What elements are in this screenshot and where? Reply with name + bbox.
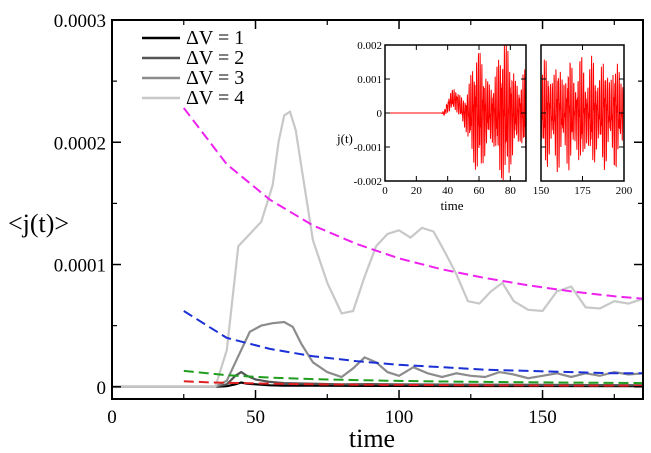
main-plot-frame <box>111 19 644 400</box>
inset-y-axis-label: j(t) <box>336 131 353 146</box>
inset-x-tick-label: 0 <box>382 185 388 197</box>
x-axis-label: time <box>349 424 395 453</box>
inset-x-axis-label: time <box>440 198 463 213</box>
y-axis-label: <j(t)> <box>8 209 69 238</box>
y-tick-label: 0 <box>97 378 107 399</box>
inset-plot-early: 0 20 40 60 80 -0.002 -0.001 0 0.001 0.002 <box>354 40 527 197</box>
series-line-4 <box>112 109 644 388</box>
inset-x-tick-label: 20 <box>411 185 423 197</box>
inset-x-tick-label: 60 <box>474 185 486 197</box>
fit-curve-5 <box>183 310 643 375</box>
main-plot-ticks: 0 50 100 150 0 0.0001 0.0002 0.0003 <box>54 11 643 428</box>
main-plot-curves <box>112 107 644 388</box>
inset-signal-line <box>385 45 526 181</box>
fit-curve-6 <box>183 369 644 385</box>
y-tick-label: 0.0003 <box>54 11 106 32</box>
inset-x-tick-label: 200 <box>616 185 633 197</box>
inset-x-tick-label: 150 <box>533 185 550 197</box>
inset-y-tick-label: -0.001 <box>354 142 382 154</box>
series-line-3 <box>112 320 644 388</box>
legend-label-1: ΔV = 1 <box>186 27 244 49</box>
y-tick-label: 0.0002 <box>54 133 106 154</box>
inset-y-tick-label: 0 <box>377 108 383 120</box>
inset-x-tick-label: 80 <box>505 185 517 197</box>
y-tick-label: 0.0001 <box>54 256 106 277</box>
inset-plot-late: 150 175 200 <box>533 44 633 197</box>
inset-y-tick-label: 0.001 <box>357 74 382 86</box>
inset-y-tick-label: -0.002 <box>354 176 382 188</box>
inset-y-tick-label: 0.002 <box>357 40 382 52</box>
legend-label-2: ΔV = 2 <box>186 47 244 69</box>
inset-x-tick-label: 40 <box>442 185 454 197</box>
plot-border <box>111 19 644 400</box>
legend-label-4: ΔV = 4 <box>186 87 244 109</box>
legend: ΔV = 1ΔV = 2ΔV = 3ΔV = 4 <box>142 27 244 109</box>
x-tick-label: 150 <box>528 407 557 428</box>
inset-signal-line <box>541 55 624 173</box>
fit-curve-4 <box>183 107 644 300</box>
x-tick-label: 50 <box>246 407 265 428</box>
inset-x-tick-label: 175 <box>574 185 591 197</box>
fit-curve-7 <box>183 380 644 387</box>
x-tick-label: 100 <box>385 407 414 428</box>
x-tick-label: 0 <box>107 407 117 428</box>
legend-label-3: ΔV = 3 <box>186 67 244 89</box>
